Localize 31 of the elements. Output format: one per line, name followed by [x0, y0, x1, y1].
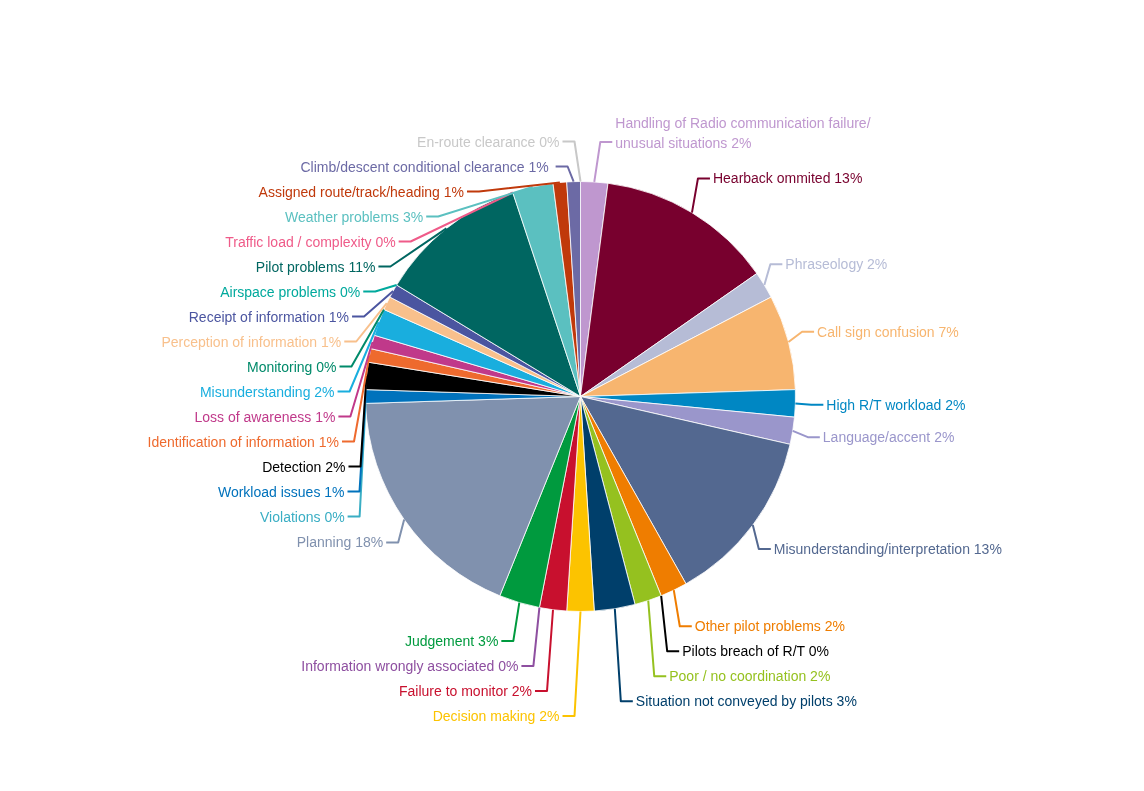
- slice-label: Failure to monitor 2%: [398, 682, 533, 699]
- slice-label: Loss of awareness 1%: [194, 408, 336, 425]
- slice-label: Hearback ommited 13%: [712, 170, 863, 187]
- slice-label: Phraseology 2%: [785, 256, 888, 273]
- slice-label: Misunderstanding/interpretation 13%: [773, 541, 1002, 558]
- slice-label: Workload issues 1%: [217, 483, 345, 500]
- slice-label: Planning 18%: [296, 534, 384, 551]
- slice-label: Decision making 2%: [432, 707, 560, 724]
- slice-label: Detection 2%: [262, 458, 346, 475]
- slice-label: Identification of information 1%: [147, 433, 340, 450]
- category-label: Pilots breach of R/T 0%: [682, 643, 829, 660]
- legend-label: Airspace problems 0%: [220, 283, 361, 300]
- slice-label: Receipt of information 1%: [188, 308, 350, 325]
- slice-label: Handling of Radio communication failure/ unusual situations 2%: [615, 115, 871, 151]
- slice-label: Call sign confusion 7%: [817, 323, 959, 340]
- slice-label: Judgement 3%: [404, 632, 499, 649]
- slice-label: Weather problems 3%: [284, 208, 424, 225]
- category-label: Violations 0%: [260, 508, 345, 525]
- slice-label: High R/T workload 2%: [826, 396, 966, 413]
- category-label: Traffic load / complexity 0%: [225, 233, 396, 250]
- slice-label: Perception of information 1%: [161, 333, 342, 350]
- slice-label: Other pilot problems 2%: [694, 618, 845, 635]
- slice-label: Misunderstanding 2%: [199, 383, 335, 400]
- category-label: Information wrongly associated 0%: [301, 657, 519, 674]
- slice-label: Poor / no coordination 2%: [669, 668, 831, 685]
- slice-label: Language/accent 2%: [822, 429, 955, 446]
- slice-label: Pilot problems 11%: [255, 258, 376, 275]
- slice-label: Assigned route/track/heading 1%: [258, 183, 465, 200]
- slice-label: Climb/descent conditional clearance 1%: [300, 158, 549, 175]
- category-label: Monitoring 0%: [247, 358, 337, 375]
- slice-label: Situation not conveyed by pilots 3%: [635, 693, 857, 710]
